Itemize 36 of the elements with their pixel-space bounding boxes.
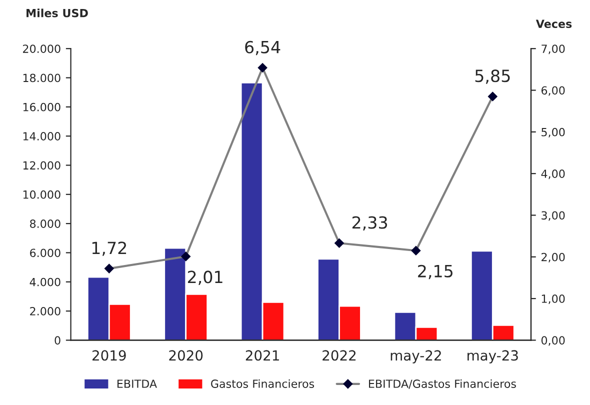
y2-tick-label: 2,00	[542, 252, 565, 262]
x-tick-label: may-23	[468, 350, 518, 364]
y2-tick-label: 4,00	[541, 170, 565, 180]
y-tick-label: 10.000	[23, 190, 60, 199]
y2-tick-label: 1,00	[542, 294, 565, 304]
y-axis-title: Miles USD	[26, 8, 88, 18]
y2-tick-label: 6,00	[542, 86, 565, 96]
data-label: 2,01	[188, 270, 222, 285]
y-tick-label: 4.000	[30, 278, 60, 286]
x-tick-label: may-22	[390, 350, 441, 364]
y2-tick-label: 0,00	[541, 336, 565, 346]
x-tick-label: 2020	[169, 350, 203, 361]
data-label: 2,15	[418, 264, 452, 280]
data-label: 1,72	[92, 242, 126, 256]
data-label: 2,33	[352, 216, 388, 230]
y-tick-label: 6.000	[30, 248, 60, 258]
y-tick-label: 8.000	[30, 220, 60, 228]
data-label: 5,85	[475, 70, 510, 84]
y-tick-label: 12.000	[23, 161, 60, 170]
y-tick-label: 2.000	[30, 307, 60, 316]
y-tick-label: 20.000	[23, 44, 60, 53]
y-tick-label: 18.000	[23, 74, 60, 82]
legend-label: Gastos Financieros	[211, 379, 314, 388]
y-tick-label: 0	[54, 336, 60, 345]
legend-label: EBITDA	[117, 380, 157, 388]
y2-tick-label: 7,00	[542, 44, 565, 54]
y-tick-label: 14.000	[23, 132, 60, 140]
y2-tick-label: 5,00	[542, 128, 565, 138]
x-tick-label: 2021	[246, 350, 279, 361]
legend-label: EBITDA/Gastos Financieros	[369, 379, 516, 389]
y2-tick-label: 3,00	[542, 211, 565, 221]
data-label: 6,54	[245, 40, 280, 56]
x-tick-label: 2019	[92, 350, 126, 361]
y2-axis-title: Veces	[536, 20, 572, 28]
x-tick-label: 2022	[322, 350, 356, 361]
y-tick-label: 16.000	[23, 102, 60, 112]
